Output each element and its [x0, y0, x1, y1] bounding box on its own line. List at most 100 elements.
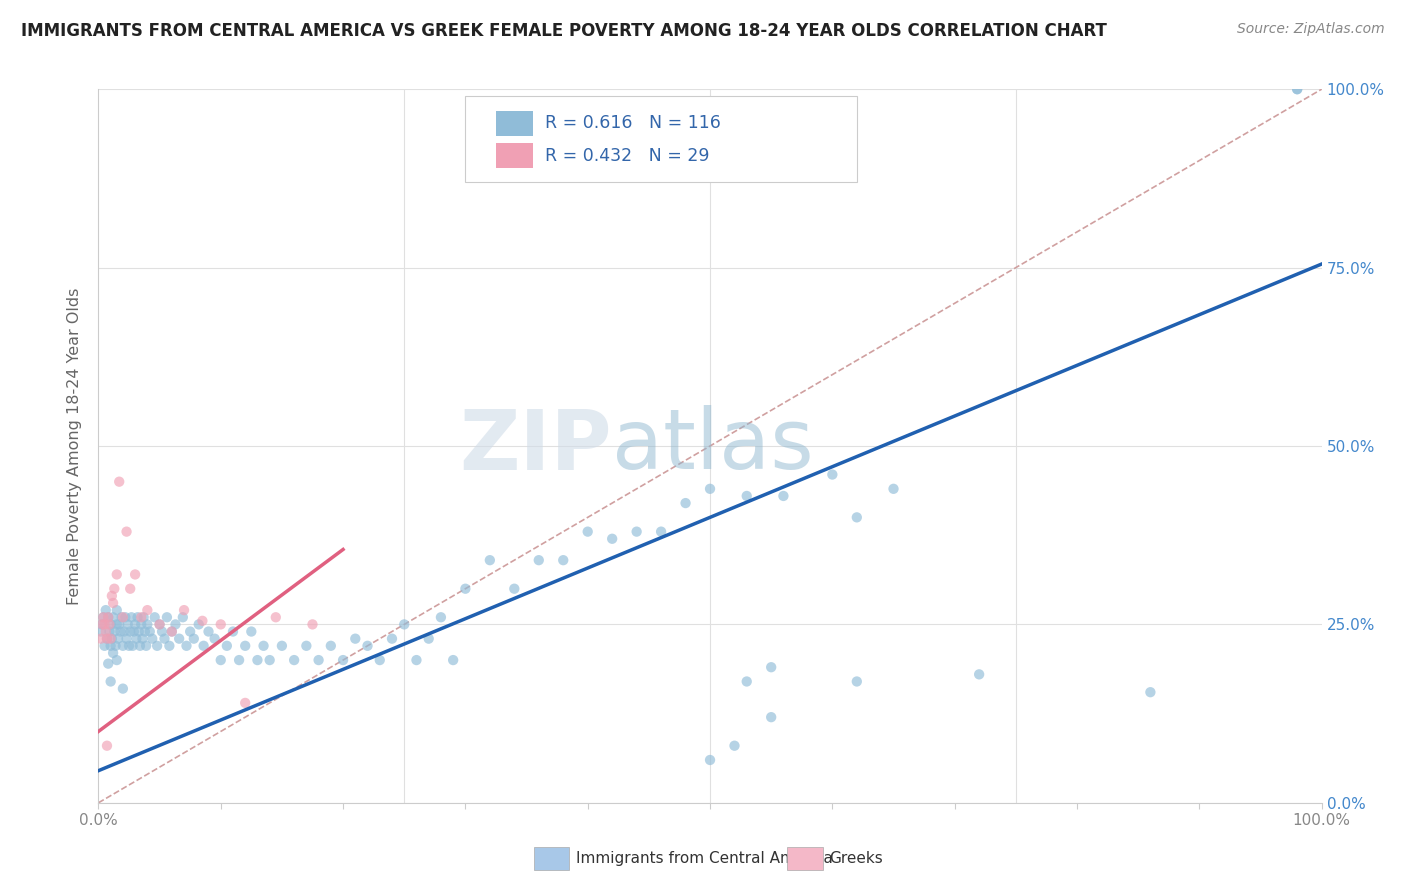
Text: R = 0.616   N = 116: R = 0.616 N = 116	[546, 114, 721, 132]
Point	[118, 639, 141, 653]
Point	[103, 624, 125, 639]
Point	[699, 753, 721, 767]
Point	[967, 667, 990, 681]
Point	[368, 653, 391, 667]
Point	[761, 710, 783, 724]
Point	[157, 639, 180, 653]
Point	[115, 524, 138, 539]
Point	[93, 639, 115, 653]
Point	[883, 482, 905, 496]
Point	[503, 582, 526, 596]
Point	[332, 653, 354, 667]
Point	[156, 610, 179, 624]
Point	[97, 610, 120, 624]
Point	[96, 632, 118, 646]
Point	[91, 617, 114, 632]
Point	[124, 567, 146, 582]
Point	[527, 553, 550, 567]
Point	[91, 617, 114, 632]
Text: Greeks: Greeks	[830, 852, 883, 866]
Point	[90, 624, 112, 639]
Point	[553, 553, 575, 567]
Point	[101, 646, 124, 660]
Text: Immigrants from Central America: Immigrants from Central America	[576, 852, 834, 866]
Point	[135, 639, 157, 653]
Point	[381, 632, 404, 646]
Point	[129, 610, 152, 624]
Point	[821, 467, 844, 482]
Point	[1286, 82, 1309, 96]
Point	[139, 624, 162, 639]
Point	[103, 582, 125, 596]
Point	[392, 617, 416, 632]
Point	[96, 632, 118, 646]
Point	[117, 617, 139, 632]
Point	[129, 639, 152, 653]
Point	[772, 489, 794, 503]
Text: IMMIGRANTS FROM CENTRAL AMERICA VS GREEK FEMALE POVERTY AMONG 18-24 YEAR OLDS CO: IMMIGRANTS FROM CENTRAL AMERICA VS GREEK…	[21, 22, 1107, 40]
Point	[136, 603, 159, 617]
Point	[193, 639, 215, 653]
Y-axis label: Female Poverty Among 18-24 Year Olds: Female Poverty Among 18-24 Year Olds	[67, 287, 83, 605]
Point	[101, 589, 124, 603]
Point	[96, 739, 118, 753]
Point	[120, 582, 142, 596]
Point	[650, 524, 672, 539]
Point	[246, 653, 269, 667]
Point	[97, 610, 120, 624]
Point	[108, 475, 131, 489]
Point	[101, 610, 124, 624]
Point	[105, 603, 128, 617]
Point	[125, 632, 148, 646]
Point	[845, 510, 868, 524]
Point	[259, 653, 281, 667]
Point	[576, 524, 599, 539]
Point	[100, 674, 122, 689]
Point	[98, 624, 121, 639]
Point	[104, 639, 127, 653]
Point	[122, 624, 145, 639]
Point	[264, 610, 287, 624]
Point	[90, 632, 112, 646]
Point	[105, 617, 128, 632]
Text: Source: ZipAtlas.com: Source: ZipAtlas.com	[1237, 22, 1385, 37]
Point	[191, 614, 214, 628]
Point	[197, 624, 219, 639]
Point	[222, 624, 245, 639]
Point	[626, 524, 648, 539]
Point	[150, 624, 173, 639]
FancyBboxPatch shape	[496, 143, 533, 168]
Point	[124, 617, 146, 632]
Point	[735, 489, 758, 503]
Point	[215, 639, 238, 653]
Point	[111, 610, 134, 624]
Point	[209, 617, 232, 632]
Point	[430, 610, 453, 624]
Point	[134, 624, 156, 639]
Point	[167, 632, 190, 646]
Point	[454, 582, 477, 596]
Point	[418, 632, 440, 646]
Point	[252, 639, 274, 653]
Point	[132, 610, 155, 624]
Point	[1286, 82, 1309, 96]
Point	[111, 681, 134, 696]
Point	[146, 639, 169, 653]
Point	[131, 632, 153, 646]
Point	[149, 617, 172, 632]
Point	[105, 653, 128, 667]
Point	[405, 653, 427, 667]
Point	[240, 624, 263, 639]
Point	[761, 660, 783, 674]
Point	[149, 617, 172, 632]
Point	[115, 632, 138, 646]
Point	[114, 610, 136, 624]
Point	[308, 653, 330, 667]
Text: ZIP: ZIP	[460, 406, 612, 486]
Point	[675, 496, 697, 510]
Point	[845, 674, 868, 689]
Point	[356, 639, 378, 653]
Point	[121, 639, 143, 653]
Point	[120, 610, 142, 624]
Point	[165, 617, 187, 632]
